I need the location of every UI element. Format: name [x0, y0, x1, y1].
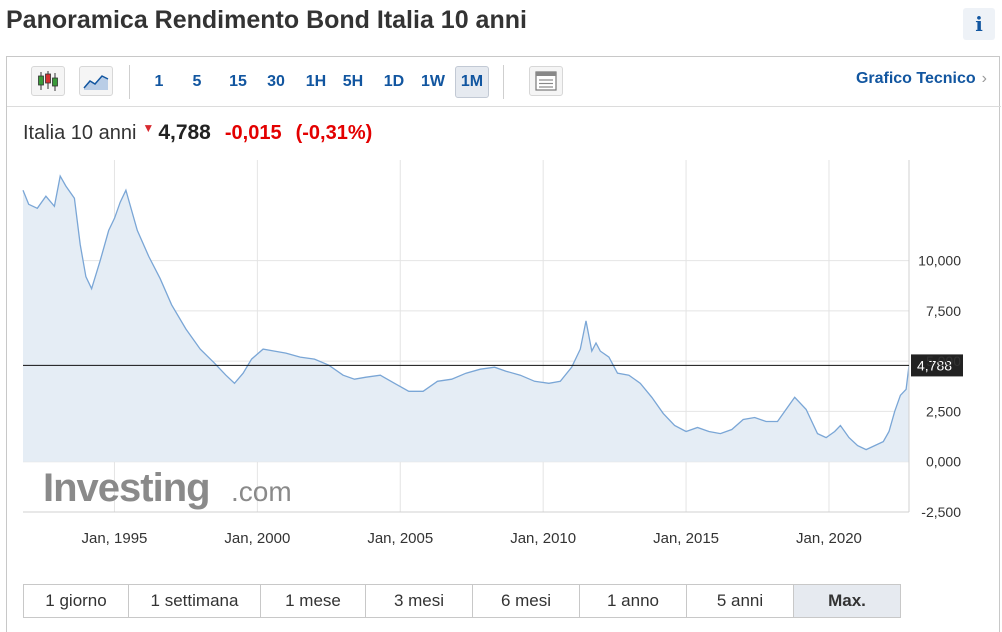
range-1[interactable]: 1 giorno	[24, 585, 129, 617]
area-chart-icon[interactable]	[79, 66, 113, 96]
chart-toolbar: 1 5 15 30 1H 5H 1D 1W 1M Grafico Tecnico ›	[7, 57, 1001, 107]
range-3[interactable]: 1 mese	[261, 585, 366, 617]
x-tick-label: Jan, 2010	[510, 530, 576, 547]
last-price-tag	[911, 354, 963, 377]
series-line	[22, 174, 910, 451]
interval-1[interactable]: 1	[154, 73, 164, 90]
technical-chart-label: Grafico Tecnico	[855, 70, 976, 87]
price-change-percent: (-0,31%)	[295, 122, 373, 144]
range-selector: 1 giorno 1 settimana 1 mese 3 mesi 6 mesi 1 a…	[23, 584, 901, 618]
range-6[interactable]: 1 anno	[580, 585, 687, 617]
instrument-name: Italia 10 anni	[23, 122, 137, 144]
range-8[interactable]: Max.	[794, 585, 900, 617]
interval-15[interactable]: 15	[229, 73, 247, 90]
investing-watermark: Investing	[43, 466, 210, 510]
technical-chart-link[interactable]: Grafico Tecnico ›	[856, 70, 987, 88]
y-tick-label: 0,000	[926, 454, 961, 470]
y-tick-label: -2,500	[921, 504, 961, 520]
chart-panel: 1 5 15 30 1H 5H 1D 1W 1M Grafico Tecnico › Italia…	[6, 56, 1001, 632]
series-area	[23, 176, 909, 462]
interval-5[interactable]: 5	[192, 73, 202, 90]
x-tick-label: Jan, 1995	[82, 530, 148, 547]
range-7[interactable]: 5 anni	[687, 585, 794, 617]
last-price-tag-label: 4,788	[917, 357, 952, 373]
x-tick-label: Jan, 2005	[367, 530, 433, 547]
y-tick-label: 10,000	[918, 253, 961, 269]
down-arrow-icon: ▼	[142, 121, 155, 135]
candlestick-glyph	[38, 71, 58, 91]
last-price: 4,788	[158, 121, 211, 144]
chevron-right-icon: ›	[981, 70, 987, 87]
interval-5h[interactable]: 5H	[342, 73, 364, 90]
toolbar-divider	[129, 65, 130, 99]
x-tick-label: Jan, 2020	[796, 530, 862, 547]
range-4[interactable]: 3 mesi	[366, 585, 473, 617]
info-icon[interactable]: i	[963, 8, 995, 40]
interval-1d[interactable]: 1D	[383, 73, 405, 90]
investing-watermark-suffix: .com	[231, 476, 292, 507]
chart-area[interactable]: 4,788 10,000 7,500 5,000 2,500 0,000 -2,500 Jan…	[7, 57, 1001, 577]
y-tick-label: 7,500	[926, 303, 961, 319]
x-tick-label: Jan, 2015	[653, 530, 719, 547]
toolbar-divider	[503, 65, 504, 99]
interval-1w[interactable]: 1W	[421, 73, 445, 90]
interval-1h[interactable]: 1H	[305, 73, 327, 90]
range-2[interactable]: 1 settimana	[129, 585, 261, 617]
chart-settings-icon[interactable]	[529, 66, 563, 96]
candlestick-chart-icon[interactable]	[31, 66, 65, 96]
interval-30[interactable]: 30	[267, 73, 285, 90]
y-tick-label: 5,000	[926, 353, 961, 369]
x-tick-label: Jan, 2000	[224, 530, 290, 547]
price-change: -0,015	[224, 122, 282, 144]
quote-header: Italia 10 anni ▼ 4,788 -0,015 (-0,31%)	[23, 121, 372, 145]
page-title: Panoramica Rendimento Bond Italia 10 ann…	[6, 6, 527, 34]
y-tick-label: 2,500	[926, 403, 961, 419]
panel-glyph	[535, 71, 557, 91]
interval-1m[interactable]: 1M	[455, 66, 489, 98]
range-5[interactable]: 6 mesi	[473, 585, 580, 617]
area-glyph	[83, 75, 109, 90]
